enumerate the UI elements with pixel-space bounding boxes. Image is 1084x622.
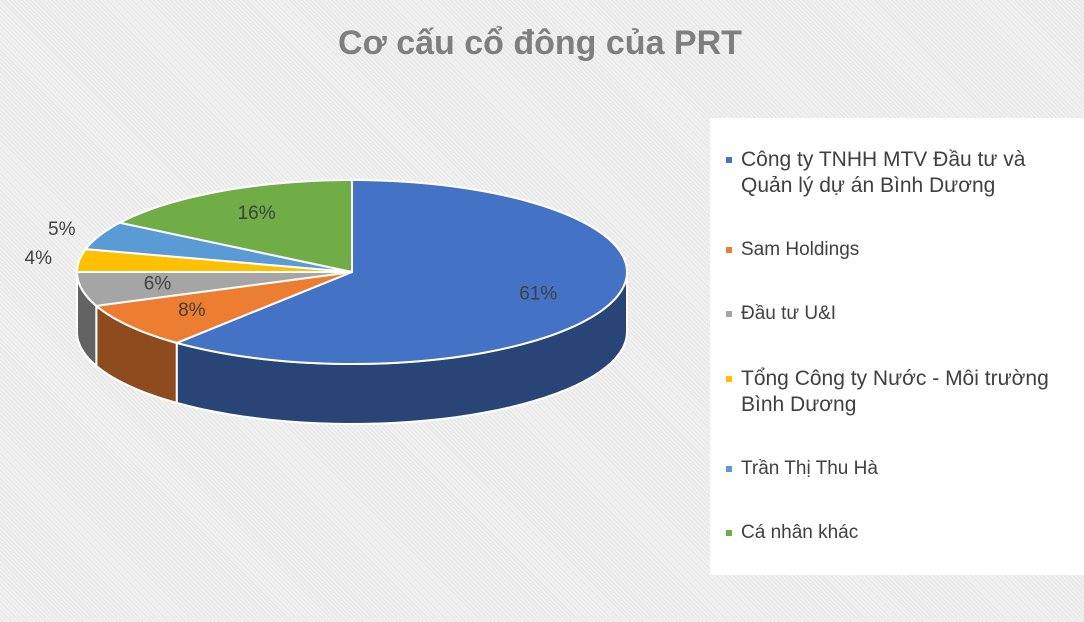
legend-label: Công ty TNHH MTV Đầu tư và Quản lý dự án… bbox=[741, 148, 1026, 198]
legend-swatch bbox=[726, 247, 732, 254]
data-label: 4% bbox=[25, 248, 53, 269]
data-label: 8% bbox=[178, 300, 206, 321]
legend-label: Đầu tư U&I bbox=[741, 303, 837, 325]
slice bbox=[116, 178, 353, 274]
slice bbox=[75, 271, 353, 307]
legend-item: Cá nhân khác bbox=[722, 520, 1072, 546]
slice bbox=[173, 178, 628, 365]
legend-item: Công ty TNHH MTV Đầu tư và Quản lý dự án… bbox=[722, 147, 1072, 199]
legend-swatch bbox=[726, 311, 732, 318]
chart-title: Cơ cấu cổ đông của PRT bbox=[338, 24, 742, 62]
data-label: 61% bbox=[519, 283, 557, 304]
legend-item: Đầu tư U&I bbox=[722, 301, 1072, 327]
data-label: 16% bbox=[238, 203, 276, 224]
data-label: 5% bbox=[48, 219, 76, 240]
slice bbox=[93, 271, 353, 344]
legend-swatch bbox=[726, 465, 732, 472]
slice bbox=[83, 221, 353, 273]
legend: Công ty TNHH MTV Đầu tư và Quản lý dự án… bbox=[710, 118, 1084, 575]
legend-item: Tổng Công ty Nước - Môi trường Bình Dươn… bbox=[722, 366, 1072, 418]
legend-label: Trần Thị Thu Hà bbox=[741, 457, 878, 479]
data-label: 6% bbox=[144, 273, 172, 294]
legend-swatch bbox=[726, 529, 732, 536]
legend-swatch bbox=[726, 375, 732, 382]
legend-label: Cá nhân khác bbox=[741, 521, 859, 543]
legend-swatch bbox=[726, 157, 732, 164]
legend-label: Sam Holdings bbox=[741, 239, 860, 261]
legend-item: Trần Thị Thu Hà bbox=[722, 456, 1072, 482]
legend-item: Sam Holdings bbox=[722, 237, 1072, 263]
legend-label: Tổng Công ty Nước - Môi trường Bình Dươn… bbox=[741, 366, 1049, 416]
